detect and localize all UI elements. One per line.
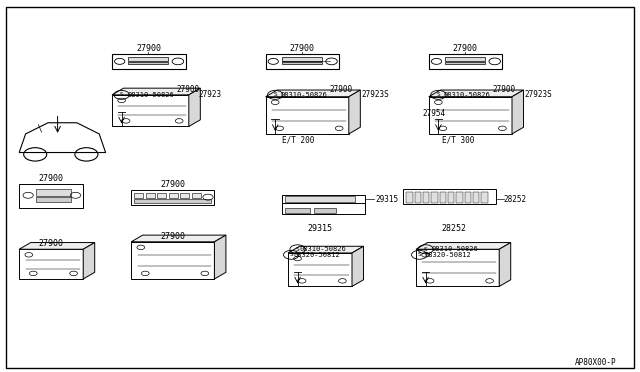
Text: 27900: 27900 [38,174,64,183]
Text: 27900: 27900 [136,44,161,53]
Polygon shape [349,90,360,134]
Polygon shape [416,243,511,249]
Bar [19,249,83,279]
Bar [406,192,413,203]
Text: 27900: 27900 [160,232,186,241]
Text: S: S [296,247,300,252]
Bar [465,192,471,203]
Bar [445,57,485,61]
Bar [36,197,71,202]
Text: 28252: 28252 [504,195,527,204]
Bar [169,193,178,198]
Text: 28252: 28252 [442,224,467,233]
Bar [112,95,189,126]
Bar [157,193,166,198]
Polygon shape [512,90,524,134]
Text: 08320-50812: 08320-50812 [293,252,340,258]
Text: S: S [424,247,428,252]
Bar [192,193,201,198]
Bar [134,199,211,203]
Text: 27900: 27900 [160,180,186,189]
Bar [429,54,502,69]
Text: 27923S: 27923S [362,90,389,99]
Polygon shape [266,90,360,97]
Bar [445,62,485,64]
Bar [131,190,214,205]
Text: 27923: 27923 [198,90,221,99]
Polygon shape [429,90,524,97]
Bar [285,208,310,213]
Text: 29315: 29315 [375,195,398,204]
Text: 08310-50826: 08310-50826 [431,246,478,252]
Text: E/T 200: E/T 200 [282,135,314,144]
Text: E/T 300: E/T 300 [442,135,474,144]
Bar [282,203,365,214]
Bar [448,192,454,203]
Text: 27900: 27900 [176,85,199,94]
Bar [403,189,496,204]
Bar [112,54,186,69]
Polygon shape [288,246,364,253]
Bar [456,192,463,203]
Text: S: S [120,92,124,97]
Bar [134,193,143,198]
Bar [282,62,322,64]
Text: 08320-50812: 08320-50812 [424,252,472,258]
Polygon shape [189,88,200,126]
Bar [131,242,214,279]
Bar [128,62,168,64]
Bar [431,192,438,203]
Bar [423,192,429,203]
Text: 27900: 27900 [452,44,478,53]
Text: 08310-50826: 08310-50826 [444,92,491,98]
Text: 08310-50826: 08310-50826 [300,246,347,252]
Bar [266,97,349,134]
Polygon shape [214,235,226,279]
Text: 27900: 27900 [493,85,516,94]
Bar [429,97,512,134]
Polygon shape [83,243,95,279]
Text: 29315: 29315 [307,224,333,233]
Bar [128,57,168,61]
Text: 27923S: 27923S [525,90,552,99]
Bar [146,193,155,198]
Text: 08310-50826: 08310-50826 [127,92,174,98]
Bar [314,208,336,213]
Polygon shape [499,243,511,286]
Polygon shape [19,243,95,249]
Text: S: S [273,92,277,97]
Bar [473,192,479,203]
Bar [481,192,488,203]
Polygon shape [19,123,106,153]
Text: 27900: 27900 [330,85,353,94]
Bar [415,192,421,203]
Text: S: S [436,92,440,97]
Bar [266,54,339,69]
Polygon shape [112,88,200,95]
Bar [19,193,83,206]
Bar [180,193,189,198]
Text: AP80X00-P: AP80X00-P [574,358,616,367]
Bar [282,57,322,61]
Polygon shape [352,246,364,286]
Polygon shape [131,235,226,242]
Text: 27954: 27954 [422,109,445,118]
Bar [416,249,499,286]
Bar [19,184,83,208]
Bar [36,189,71,196]
Bar [288,253,352,286]
Text: 27900: 27900 [289,44,315,53]
Text: S: S [417,252,421,257]
Text: 08310-50826: 08310-50826 [280,92,328,98]
Bar [282,195,365,203]
Text: S: S [289,252,293,257]
Text: 27900: 27900 [38,239,64,248]
Bar [285,196,355,202]
Bar [440,192,446,203]
